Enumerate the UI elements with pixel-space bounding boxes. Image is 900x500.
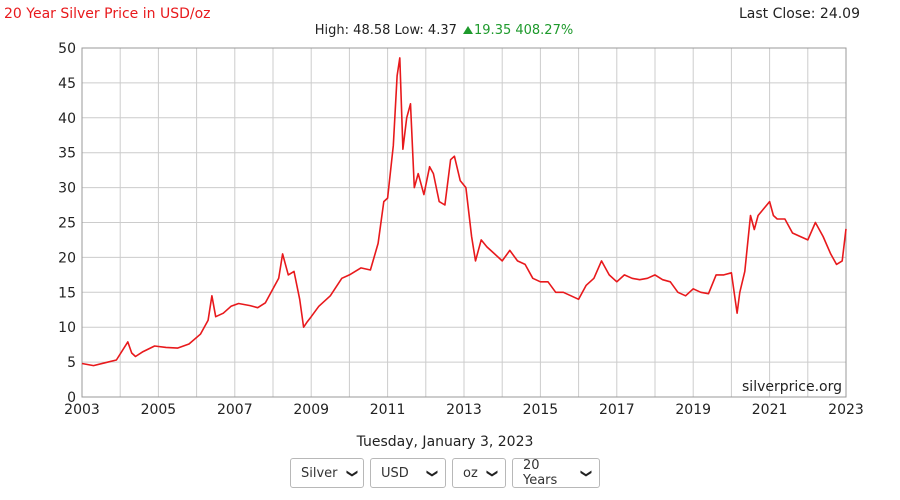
x-tick-label: 2023 xyxy=(828,402,864,418)
range-select[interactable]: 20 Years ❯ xyxy=(512,458,600,488)
currency-select[interactable]: USD ❯ xyxy=(370,458,446,488)
y-tick-label: 25 xyxy=(58,216,76,232)
x-tick-label: 2009 xyxy=(293,402,329,418)
silver-price-line xyxy=(81,57,847,367)
chevron-down-icon: ❯ xyxy=(425,468,439,478)
x-tick-label: 2013 xyxy=(446,402,482,418)
x-tick-label: 2011 xyxy=(370,402,406,418)
unit-select[interactable]: oz ❯ xyxy=(452,458,506,488)
x-tick-label: 2007 xyxy=(217,402,253,418)
y-tick-label: 5 xyxy=(67,355,76,371)
y-tick-label: 30 xyxy=(58,181,76,197)
y-tick-label: 35 xyxy=(58,146,76,162)
range-select-value: 20 Years xyxy=(523,458,558,488)
y-tick-label: 45 xyxy=(58,76,76,92)
y-tick-label: 10 xyxy=(58,320,76,336)
chevron-down-icon: ❯ xyxy=(485,468,499,478)
plot-frame xyxy=(81,47,847,398)
currency-select-value: USD xyxy=(381,465,409,481)
y-tick-label: 15 xyxy=(58,285,76,301)
last-close-value: Last Close: 24.09 xyxy=(739,6,860,22)
y-tick-label: 20 xyxy=(58,250,76,266)
chart-controls: Silver ❯ USD ❯ oz ❯ 20 Years ❯ xyxy=(290,458,600,488)
metal-select-value: Silver xyxy=(301,465,338,481)
chevron-down-icon: ❯ xyxy=(345,468,359,478)
y-tick-label: 50 xyxy=(58,41,76,57)
unit-select-value: oz xyxy=(463,465,478,481)
stats-line: High: 48.58 Low: 4.37 19.35 408.27% xyxy=(0,23,888,38)
x-tick-label: 2021 xyxy=(752,402,788,418)
date-label: Tuesday, January 3, 2023 xyxy=(356,434,534,450)
change-text: 19.35 408.27% xyxy=(474,23,574,38)
x-tick-label: 2017 xyxy=(599,402,635,418)
chart-title: 20 Year Silver Price in USD/oz xyxy=(4,6,211,22)
x-tick-label: 2005 xyxy=(141,402,177,418)
x-tick-label: 2015 xyxy=(523,402,559,418)
watermark-text: silverprice.org xyxy=(742,379,842,395)
up-arrow-icon xyxy=(463,26,474,34)
price-chart: 0 5 10 15 20 25 30 35 40 45 50 2003 2005 2007 2009 2011… xyxy=(58,41,864,418)
high-low-text: High: 48.58 Low: 4.37 xyxy=(314,23,457,38)
y-tick-label: 0 xyxy=(67,390,76,406)
x-tick-label: 2003 xyxy=(64,402,100,418)
y-tick-label: 40 xyxy=(58,111,76,127)
x-tick-label: 2019 xyxy=(675,402,711,418)
chevron-down-icon: ❯ xyxy=(579,468,593,478)
metal-select[interactable]: Silver ❯ xyxy=(290,458,364,488)
